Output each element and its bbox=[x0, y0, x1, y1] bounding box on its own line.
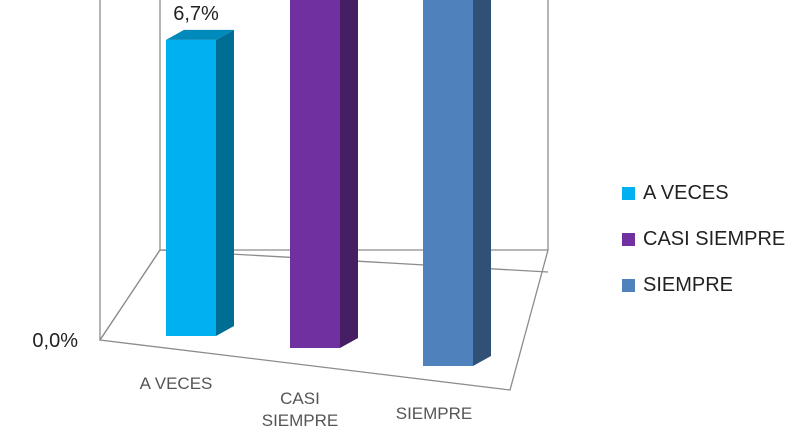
x-tick-label-line: SIEMPRE bbox=[262, 411, 339, 430]
legend-item-casi-siempre: CASI SIEMPRE bbox=[622, 216, 785, 262]
bar-side-face bbox=[473, 0, 491, 366]
x-tick-label: SIEMPRE bbox=[396, 404, 473, 423]
legend-label: CASI SIEMPRE bbox=[643, 227, 786, 250]
bar-front-face bbox=[166, 39, 216, 337]
legend-swatch bbox=[622, 278, 635, 292]
legend-swatch bbox=[622, 232, 635, 246]
bars: 6,7%27%66,7% bbox=[166, 0, 491, 366]
y-tick-label: 0,0% bbox=[32, 330, 78, 352]
legend-item-a-veces: A VECES bbox=[622, 170, 785, 216]
bar-a-veces bbox=[166, 29, 234, 337]
legend-item-siempre: SIEMPRE bbox=[622, 262, 785, 308]
data-label: 6,7% bbox=[173, 3, 219, 25]
bar-side-face bbox=[216, 29, 234, 337]
x-tick-label-line: A VECES bbox=[140, 374, 213, 393]
x-tick-label-line: SIEMPRE bbox=[396, 404, 473, 423]
legend-swatch bbox=[622, 186, 635, 200]
y-axis: 0,0%10,0%20,0%30,0%40,0%50,0%60,0%70,0% bbox=[32, 330, 78, 352]
x-axis: A VECES CASI SIEMPRE SIEMPRE bbox=[140, 374, 473, 430]
x-tick-label: CASI SIEMPRE bbox=[262, 389, 339, 430]
bar-top-face bbox=[166, 29, 234, 40]
x-tick-label-line: CASI bbox=[280, 389, 320, 408]
x-tick-label: A VECES bbox=[140, 374, 213, 393]
legend: A VECES CASI SIEMPRE SIEMPRE bbox=[622, 170, 785, 308]
bar-front-face bbox=[423, 0, 473, 366]
bar-siempre bbox=[423, 0, 491, 366]
legend-label: A VECES bbox=[643, 181, 729, 204]
gridline-side bbox=[99, 249, 161, 341]
legend-label: SIEMPRE bbox=[643, 273, 734, 296]
bar-front-face bbox=[290, 0, 340, 348]
bar-side-face bbox=[340, 0, 358, 348]
bar-casi-siempre bbox=[290, 0, 358, 348]
